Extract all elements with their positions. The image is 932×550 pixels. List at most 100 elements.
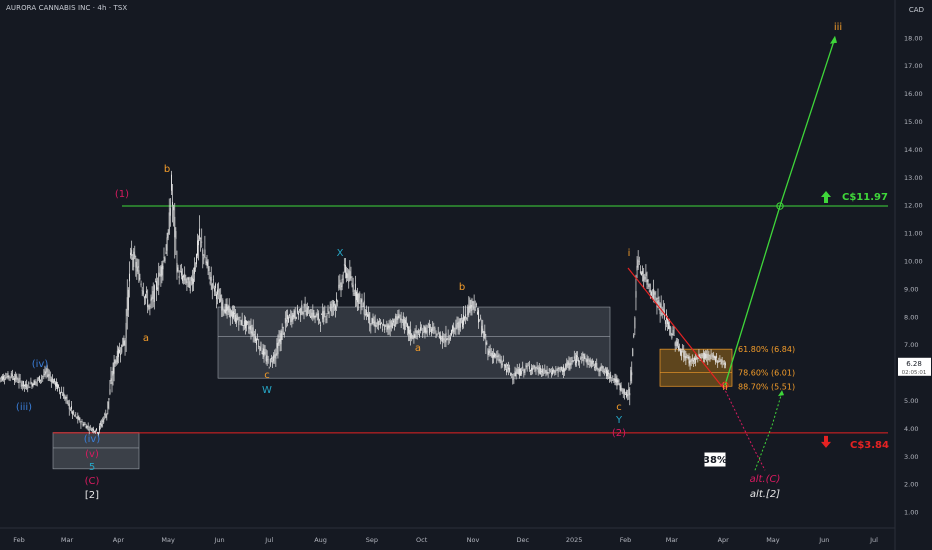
candle-body [57, 383, 58, 390]
candle-body [338, 284, 340, 289]
wave-label: (1) [115, 189, 129, 200]
candle-body [91, 428, 93, 430]
candle-body [52, 380, 54, 384]
candle-body [475, 303, 477, 306]
candle-body [721, 359, 723, 364]
candle-body [196, 253, 197, 265]
candle-body [412, 336, 414, 339]
candle-body [456, 323, 458, 324]
candle-body [361, 298, 363, 303]
candle-body [486, 342, 488, 344]
candle-body [480, 317, 482, 319]
candle-body [543, 373, 545, 374]
x-tick-label: Mar [666, 536, 679, 544]
candle-body [365, 309, 367, 316]
candle-body [276, 343, 278, 349]
candle-body [611, 380, 613, 381]
candle-body [64, 396, 66, 400]
candle-body [139, 278, 141, 279]
candle-body [696, 357, 698, 359]
candle-body [160, 266, 162, 277]
wave-ii-marker [721, 381, 729, 389]
candle-body [105, 414, 107, 418]
candle-body [575, 354, 577, 363]
candle-body [183, 275, 185, 278]
candle-body [542, 369, 544, 373]
candle-body [682, 349, 684, 350]
candle-body [476, 311, 478, 315]
candle-body [51, 378, 53, 383]
candle-body [137, 266, 139, 268]
candle-body [557, 367, 559, 374]
candle-body [491, 352, 493, 359]
candle-body [597, 368, 599, 371]
candle-body [234, 313, 235, 314]
candle-body [630, 370, 632, 382]
candle-body [430, 326, 431, 328]
candle-body [108, 398, 110, 401]
candle-body [18, 378, 20, 383]
candle-body [348, 270, 350, 283]
candle-body [629, 393, 631, 396]
candle-body [285, 320, 287, 322]
candle-body [264, 352, 266, 354]
candle-body [189, 281, 191, 291]
candle-body [590, 361, 592, 368]
y-tick-label: 11.00 [904, 230, 923, 238]
candle-body [279, 338, 281, 342]
candle-body [27, 387, 29, 389]
candle-body [722, 360, 724, 362]
candle-body [591, 360, 593, 365]
candle-body [124, 339, 126, 347]
y-tick-label: 14.00 [904, 146, 923, 154]
candle-body [349, 271, 351, 280]
candle-body [166, 237, 168, 251]
candle-body [245, 319, 246, 329]
candle-body [176, 262, 178, 273]
candle-body [496, 355, 498, 358]
candle-body [354, 283, 356, 297]
candle-body [233, 311, 234, 318]
candle-body [289, 314, 291, 316]
wave-label: c [616, 402, 622, 413]
candle-body [333, 304, 335, 306]
candle-body [424, 326, 426, 333]
candle-body [87, 426, 89, 428]
x-tick-label: Jul [869, 536, 878, 544]
candle-body [202, 249, 204, 256]
candle-body [516, 369, 518, 374]
candle-body [375, 324, 377, 327]
wave-label: a [143, 333, 149, 344]
candle-body [481, 325, 483, 335]
candle-body [539, 367, 541, 375]
candle-body [209, 281, 211, 284]
candle-body [299, 309, 301, 311]
candle-body [660, 303, 662, 309]
candle-body [362, 306, 364, 307]
candle-body [536, 366, 538, 369]
candle-body [615, 377, 617, 383]
candle-body [609, 376, 611, 379]
candle-body [606, 369, 607, 376]
candle-body [589, 359, 591, 362]
y-tick-label: 10.00 [904, 258, 923, 266]
candle-body [549, 371, 551, 373]
wave-label: (v) [85, 449, 99, 460]
wave-label: (2) [612, 428, 626, 439]
candle-body [439, 335, 441, 340]
candle-body [625, 394, 626, 396]
candle-body [527, 365, 529, 367]
candle-body [530, 369, 531, 372]
candle-body [713, 356, 715, 359]
candle-body [357, 293, 359, 303]
candle-body [607, 370, 608, 377]
candle-body [187, 277, 189, 280]
candle-body [554, 370, 556, 373]
candle-body [92, 429, 94, 432]
candle-body [257, 338, 259, 340]
candle-body [97, 432, 98, 434]
candle-body [42, 376, 44, 377]
candle-body [652, 296, 653, 298]
